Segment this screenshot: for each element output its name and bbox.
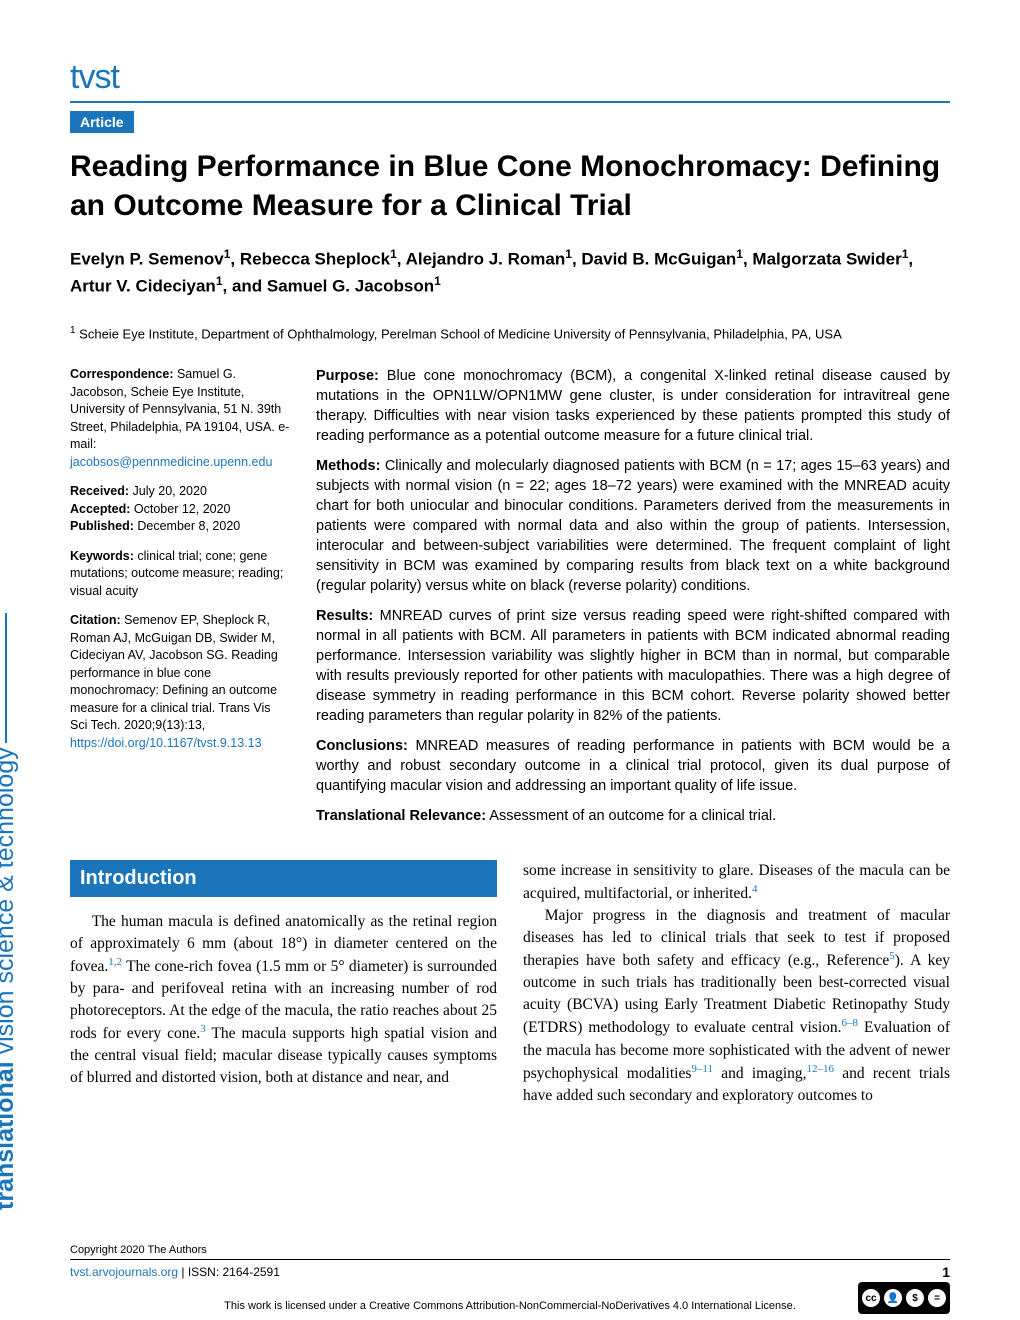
intro-col-right: some increase in sensitivity to glare. D…: [523, 860, 950, 1107]
brand-bold: translational: [0, 1061, 19, 1210]
article-badge: Article: [70, 111, 134, 133]
citation-label: Citation:: [70, 613, 121, 627]
journal-name: tvst: [70, 58, 950, 97]
introduction-section: Introduction The human macula is defined…: [70, 860, 950, 1107]
journal-header: tvst Article: [70, 58, 950, 133]
nc-icon: $: [906, 1289, 924, 1307]
reference-link[interactable]: 12–16: [807, 1063, 835, 1075]
methods-label: Methods:: [316, 458, 380, 474]
affil-sup: 1: [434, 274, 441, 288]
intro-paragraph: Major progress in the diagnosis and trea…: [523, 905, 950, 1106]
purpose-label: Purpose:: [316, 368, 379, 384]
conclusions-block: Conclusions: MNREAD measures of reading …: [316, 736, 950, 796]
intro-text: some increase in sensitivity to glare. D…: [523, 862, 950, 902]
reference-link[interactable]: 4: [752, 883, 758, 895]
author: , and Samuel G. Jacobson: [223, 277, 435, 296]
received-label: Received:: [70, 484, 129, 498]
reference-link[interactable]: 6–8: [842, 1017, 859, 1029]
relevance-text: Assessment of an outcome for a clinical …: [486, 808, 776, 824]
page-number: 1: [942, 1264, 950, 1280]
cc-license-badge[interactable]: cc 👤 $ =: [858, 1282, 950, 1314]
relevance-block: Translational Relevance: Assessment of a…: [316, 806, 950, 826]
correspondence-label: Correspondence:: [70, 367, 174, 381]
intro-paragraph: The human macula is defined anatomically…: [70, 911, 497, 1089]
reference-link[interactable]: 9–11: [691, 1063, 713, 1075]
article-title: Reading Performance in Blue Cone Monochr…: [70, 147, 950, 225]
reference-link[interactable]: 1,2: [108, 956, 122, 968]
author: Evelyn P. Semenov: [70, 250, 224, 269]
keywords-block: Keywords: clinical trial; cone; gene mut…: [70, 548, 290, 601]
purpose-text: Blue cone monochromacy (BCM), a congenit…: [316, 368, 950, 444]
cc-icon: cc: [862, 1289, 880, 1307]
keywords-label: Keywords:: [70, 549, 134, 563]
intro-paragraph: some increase in sensitivity to glare. D…: [523, 860, 950, 905]
results-text: MNREAD curves of print size versus readi…: [316, 608, 950, 724]
footer-issn: tvst.arvojournals.org | ISSN: 2164-2591: [70, 1265, 280, 1279]
intro-text: Major progress in the diagnosis and trea…: [523, 907, 950, 969]
published-date: December 8, 2020: [134, 519, 240, 533]
methods-text: Clinically and molecularly diagnosed pat…: [316, 458, 950, 594]
intro-col-left: Introduction The human macula is defined…: [70, 860, 497, 1107]
affil-sup: 1: [390, 247, 397, 261]
nd-icon: =: [928, 1289, 946, 1307]
intro-heading: Introduction: [70, 860, 497, 896]
results-block: Results: MNREAD curves of print size ver…: [316, 606, 950, 726]
author: , Alejandro J. Roman: [397, 250, 565, 269]
abstract: Purpose: Blue cone monochromacy (BCM), a…: [316, 366, 950, 836]
author: , Rebecca Sheplock: [230, 250, 390, 269]
affiliations: 1 Scheie Eye Institute, Department of Op…: [70, 323, 950, 344]
footer-row: tvst.arvojournals.org | ISSN: 2164-2591 …: [70, 1264, 950, 1280]
relevance-label: Translational Relevance:: [316, 808, 486, 824]
main-content: Correspondence: Samuel G. Jacobson, Sche…: [70, 366, 950, 836]
published-label: Published:: [70, 519, 134, 533]
affiliation-text: Scheie Eye Institute, Department of Opht…: [76, 327, 842, 342]
issn-text: | ISSN: 2164-2591: [178, 1265, 280, 1279]
divider: [70, 101, 950, 103]
purpose-block: Purpose: Blue cone monochromacy (BCM), a…: [316, 366, 950, 446]
received-date: July 20, 2020: [129, 484, 207, 498]
affil-sup: 1: [216, 274, 223, 288]
conclusions-text: MNREAD measures of reading performance i…: [316, 738, 950, 794]
author: , Malgorzata Swider: [743, 250, 902, 269]
doi-link[interactable]: https://doi.org/10.1167/tvst.9.13.13: [70, 736, 262, 750]
brand-rest: vision science & technology: [0, 747, 19, 1061]
results-label: Results:: [316, 608, 373, 624]
footer-divider: [70, 1259, 950, 1260]
methods-block: Methods: Clinically and molecularly diag…: [316, 456, 950, 596]
correspondence-block: Correspondence: Samuel G. Jacobson, Sche…: [70, 366, 290, 471]
by-icon: 👤: [884, 1289, 902, 1307]
dates-block: Received: July 20, 2020 Accepted: Octobe…: [70, 483, 290, 536]
conclusions-label: Conclusions:: [316, 738, 408, 754]
vertical-brand: translational vision science & technolog…: [0, 613, 20, 1210]
brand-line: [5, 613, 7, 743]
intro-text: and imaging,: [713, 1065, 807, 1082]
author-list: Evelyn P. Semenov1, Rebecca Sheplock1, A…: [70, 245, 950, 299]
citation-text: Semenov EP, Sheplock R, Roman AJ, McGuig…: [70, 613, 278, 732]
affil-sup: 1: [565, 247, 572, 261]
accepted-date: October 12, 2020: [130, 502, 230, 516]
affil-sup: 1: [736, 247, 743, 261]
footer: Copyright 2020 The Authors tvst.arvojour…: [70, 1244, 950, 1280]
accepted-label: Accepted:: [70, 502, 130, 516]
author: , David B. McGuigan: [572, 250, 736, 269]
correspondence-email-link[interactable]: jacobsos@pennmedicine.upenn.edu: [70, 455, 272, 469]
copyright-text: Copyright 2020 The Authors: [70, 1244, 950, 1256]
metadata-sidebar: Correspondence: Samuel G. Jacobson, Sche…: [70, 366, 290, 836]
citation-block: Citation: Semenov EP, Sheplock R, Roman …: [70, 612, 290, 752]
journal-url-link[interactable]: tvst.arvojournals.org: [70, 1265, 178, 1279]
